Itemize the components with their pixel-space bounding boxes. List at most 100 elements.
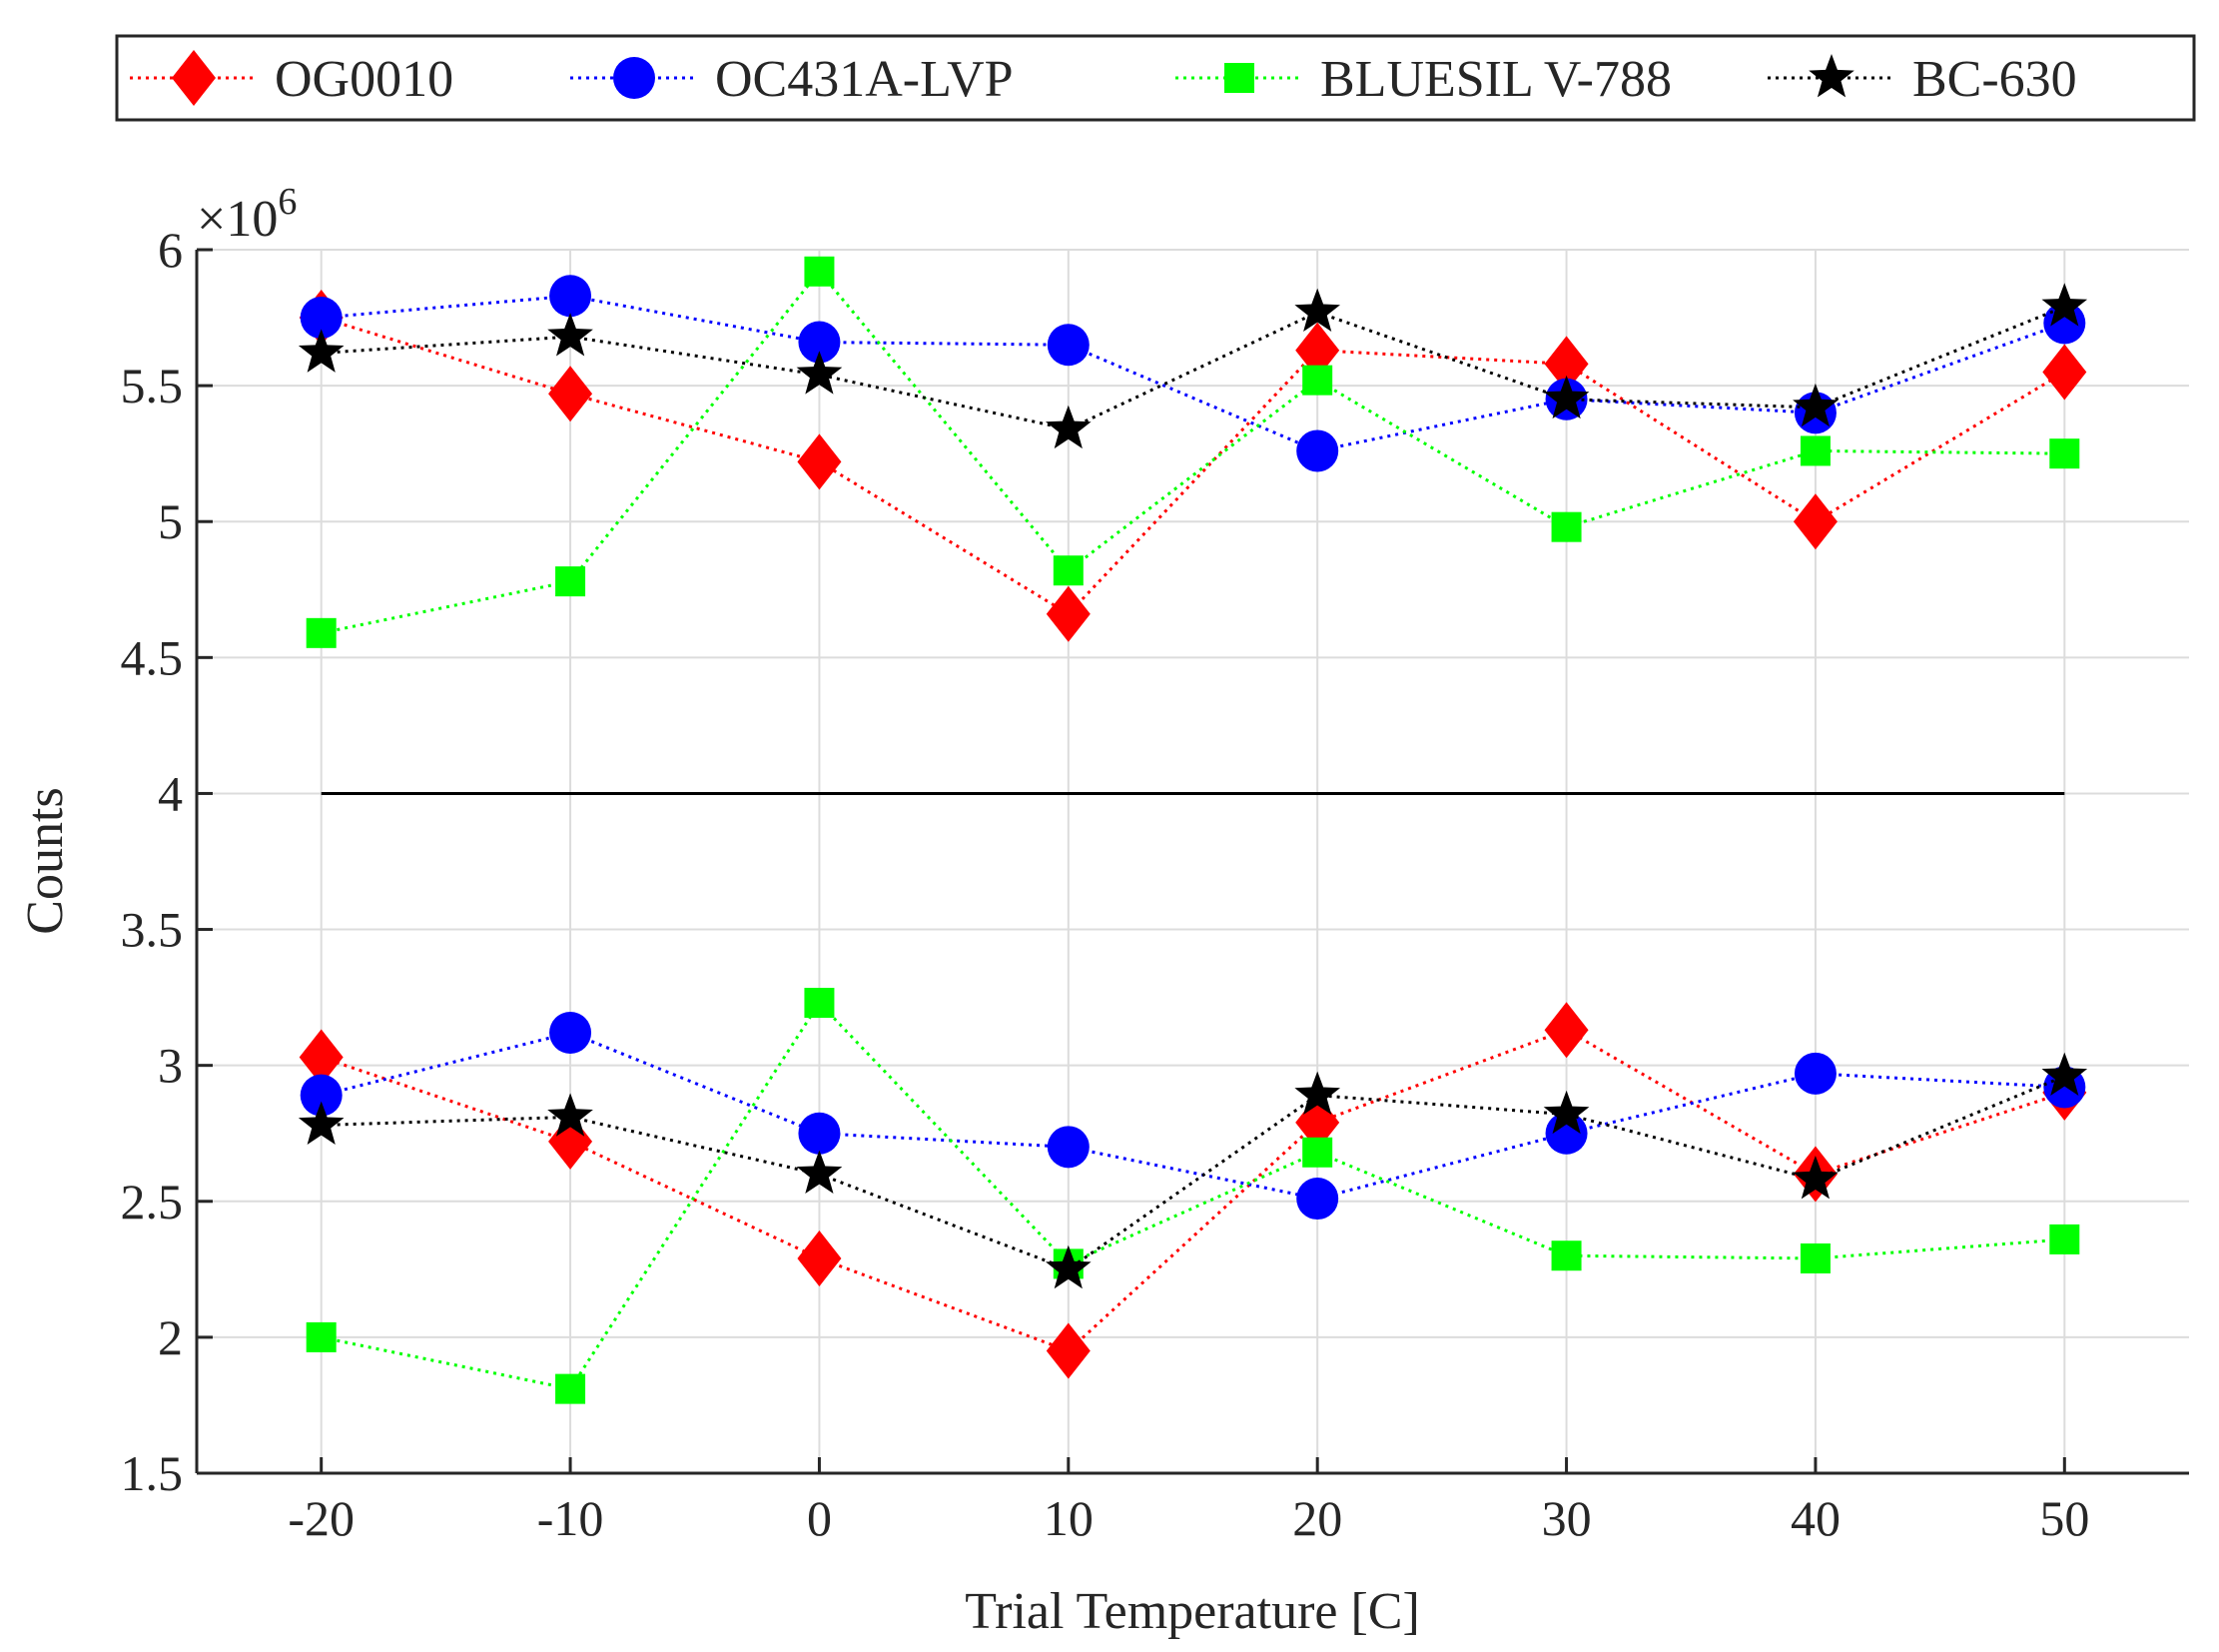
legend-marker xyxy=(613,57,655,99)
data-point-upper xyxy=(804,256,835,287)
x-tick-label: 20 xyxy=(1292,1490,1342,1546)
legend-item-bluesil-v-788: BLUESIL V-788 xyxy=(1175,51,1672,108)
data-point-lower xyxy=(1296,1178,1339,1221)
data-point-lower xyxy=(798,1112,841,1155)
series-line-upper xyxy=(321,269,2065,635)
y-tick-label: 4 xyxy=(158,765,183,821)
axes xyxy=(195,250,2189,1475)
series-line-upper xyxy=(321,305,2065,431)
series-line-lower xyxy=(321,1000,2065,1391)
data-point-lower xyxy=(306,1321,337,1352)
y-tick-label: 3.5 xyxy=(121,902,184,958)
y-tick-label: 2.5 xyxy=(121,1174,184,1230)
data-point-upper xyxy=(1047,324,1090,367)
data-point-lower xyxy=(299,1029,344,1086)
x-tick-label: 10 xyxy=(1044,1490,1094,1546)
data-point-lower xyxy=(1302,1137,1333,1168)
legend-label: OC431A-LVP xyxy=(715,51,1014,108)
data-point-lower xyxy=(1551,1240,1582,1271)
series-layer xyxy=(298,256,2088,1404)
data-point-upper xyxy=(1544,336,1589,393)
legend-item-og0010: OG0010 xyxy=(130,50,453,108)
y-tick-label: 3 xyxy=(158,1038,183,1094)
data-point-lower xyxy=(1800,1242,1831,1273)
data-point-upper xyxy=(2049,438,2080,469)
data-point-upper xyxy=(1046,585,1091,642)
data-point-upper xyxy=(796,351,843,395)
data-point-upper xyxy=(1296,429,1339,472)
data-point-upper xyxy=(797,433,842,490)
data-point-upper xyxy=(1800,435,1831,466)
y-tick-label: 5 xyxy=(158,493,183,549)
y-tick-label: 6 xyxy=(158,222,183,278)
x-axis-title: Trial Temperature [C] xyxy=(965,1583,1420,1640)
grid xyxy=(197,249,2189,1474)
data-point-lower xyxy=(1793,1156,1839,1200)
data-point-lower xyxy=(2041,1052,2088,1096)
data-point-lower xyxy=(555,1373,586,1404)
data-point-upper xyxy=(1543,375,1590,419)
legend-marker xyxy=(172,50,216,106)
y-multiplier-exponent: 6 xyxy=(278,181,297,223)
y-tick-label: 4.5 xyxy=(121,629,184,685)
y-multiplier: ×106 xyxy=(197,181,297,248)
data-point-lower xyxy=(804,988,835,1019)
data-point-upper xyxy=(2043,302,2086,345)
legend-label: BLUESIL V-788 xyxy=(1320,51,1672,108)
data-point-lower xyxy=(797,1230,842,1286)
x-tick-label: 40 xyxy=(1791,1490,1841,1546)
y-axis-title: Counts xyxy=(17,787,74,934)
x-tick-label: 50 xyxy=(2039,1490,2089,1546)
series-line-upper xyxy=(321,294,2065,453)
data-point-upper xyxy=(1793,493,1838,550)
data-point-upper xyxy=(1793,383,1839,427)
data-point-upper xyxy=(2041,283,2088,327)
legend-marker xyxy=(1224,63,1254,93)
data-point-upper xyxy=(547,313,593,357)
legend-label: OG0010 xyxy=(275,51,453,108)
data-point-upper xyxy=(798,321,841,364)
y-multiplier-base: ×10 xyxy=(197,191,278,248)
data-point-upper xyxy=(1053,555,1084,586)
x-tick-label: -20 xyxy=(288,1490,355,1546)
series-line-upper xyxy=(321,316,2066,616)
data-point-lower xyxy=(1794,1052,1837,1095)
data-point-upper xyxy=(1551,511,1582,542)
series-bluesil-v-788 xyxy=(306,256,2080,1404)
legend-label: BC-630 xyxy=(1912,51,2077,108)
series-bc-630 xyxy=(298,283,2088,1289)
data-point-upper xyxy=(1295,322,1340,379)
data-point-lower xyxy=(300,1074,343,1117)
x-tick-label: 0 xyxy=(807,1490,832,1546)
data-point-lower xyxy=(1544,1002,1589,1059)
y-tick-label: 2 xyxy=(158,1309,183,1365)
data-point-upper xyxy=(2042,344,2087,401)
data-point-lower xyxy=(2049,1224,2080,1254)
data-point-upper xyxy=(555,566,586,597)
x-tick-label: -10 xyxy=(537,1490,604,1546)
data-point-upper xyxy=(1302,365,1333,396)
legend: OG0010 OC431A-LVP BLUESIL V-788 BC-630 xyxy=(115,34,2196,122)
data-point-lower xyxy=(547,1093,593,1137)
legend-item-bc-630: BC-630 xyxy=(1768,51,2077,108)
x-tick-label: 30 xyxy=(1542,1490,1592,1546)
data-point-lower xyxy=(1294,1071,1340,1115)
data-point-lower xyxy=(1543,1090,1590,1135)
y-tick-label: 5.5 xyxy=(121,358,184,413)
plot-area xyxy=(197,250,2189,1473)
series-line-lower xyxy=(321,1028,2065,1353)
legend-marker xyxy=(1809,54,1854,98)
ticks: -20 -10 0 10 20 30 40 50 1.5 2 2.5 3 3.5 4 4.5 5 5.5 6 xyxy=(121,222,2090,1546)
data-point-upper xyxy=(1294,288,1340,332)
data-point-lower xyxy=(1046,1322,1091,1379)
data-point-upper xyxy=(548,366,593,422)
data-point-lower xyxy=(1046,1244,1092,1289)
data-point-upper xyxy=(298,329,345,373)
data-point-lower xyxy=(549,1012,592,1054)
legend-item-oc431a-lvp: OC431A-LVP xyxy=(570,51,1014,108)
data-point-lower xyxy=(298,1101,345,1145)
data-point-lower xyxy=(796,1150,843,1194)
data-point-upper xyxy=(300,297,343,340)
y-tick-label: 1.5 xyxy=(121,1445,184,1501)
